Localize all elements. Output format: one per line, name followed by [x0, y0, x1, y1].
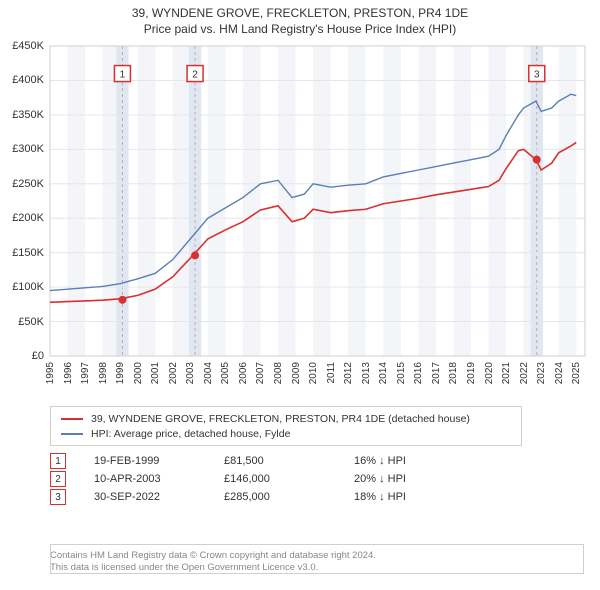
footer-line2: This data is licensed under the Open Gov…: [50, 562, 376, 574]
x-tick-label: 2007: [255, 362, 266, 384]
y-tick-label: £100K: [0, 281, 44, 293]
x-tick-label: 2005: [220, 362, 231, 384]
svg-text:2: 2: [192, 70, 198, 81]
legend: 39, WYNDENE GROVE, FRECKLETON, PRESTON, …: [50, 406, 522, 446]
x-tick-label: 2013: [361, 362, 372, 384]
y-tick-label: £350K: [0, 109, 44, 121]
y-tick-label: £150K: [0, 247, 44, 259]
x-tick-label: 2019: [466, 362, 477, 384]
svg-text:1: 1: [120, 70, 126, 81]
x-tick-label: 2004: [203, 362, 214, 384]
event-row: 2 10-APR-2003 £146,000 20% ↓ HPI: [50, 470, 484, 488]
x-tick-label: 2008: [273, 362, 284, 384]
x-tick-label: 1996: [63, 362, 74, 384]
svg-text:3: 3: [534, 70, 540, 81]
x-tick-label: 2003: [185, 362, 196, 384]
y-tick-label: £50K: [0, 316, 44, 328]
x-tick-label: 2024: [554, 362, 565, 384]
legend-item: 39, WYNDENE GROVE, FRECKLETON, PRESTON, …: [61, 411, 511, 426]
footer-attribution: Contains HM Land Registry data © Crown c…: [50, 550, 376, 575]
legend-item: HPI: Average price, detached house, Fyld…: [61, 426, 511, 441]
x-tick-label: 2000: [133, 362, 144, 384]
chart-title: 39, WYNDENE GROVE, FRECKLETON, PRESTON, …: [0, 0, 600, 37]
x-tick-label: 2011: [326, 362, 337, 384]
y-tick-label: £250K: [0, 178, 44, 190]
y-tick-label: £300K: [0, 143, 44, 155]
x-tick-label: 1995: [45, 362, 56, 384]
y-tick-label: £400K: [0, 74, 44, 86]
footer-line1: Contains HM Land Registry data © Crown c…: [50, 550, 376, 562]
x-tick-label: 2012: [343, 362, 354, 384]
x-tick-label: 2018: [448, 362, 459, 384]
events-table: 1 19-FEB-1999 £81,500 16% ↓ HPI 2 10-APR…: [50, 452, 484, 506]
x-tick-label: 2023: [536, 362, 547, 384]
x-tick-label: 1999: [115, 362, 126, 384]
x-tick-label: 2014: [378, 362, 389, 384]
x-tick-label: 2020: [484, 362, 495, 384]
x-tick-label: 2009: [291, 362, 302, 384]
x-tick-label: 2016: [413, 362, 424, 384]
x-tick-label: 2006: [238, 362, 249, 384]
x-tick-label: 1997: [80, 362, 91, 384]
event-row: 3 30-SEP-2022 £285,000 18% ↓ HPI: [50, 488, 484, 506]
x-tick-label: 1998: [98, 362, 109, 384]
x-tick-label: 2015: [396, 362, 407, 384]
title-line2: Price paid vs. HM Land Registry's House …: [0, 22, 600, 38]
x-tick-label: 2025: [571, 362, 582, 384]
y-tick-label: £0: [0, 350, 44, 362]
x-tick-label: 2022: [519, 362, 530, 384]
event-row: 1 19-FEB-1999 £81,500 16% ↓ HPI: [50, 452, 484, 470]
y-tick-label: £200K: [0, 212, 44, 224]
x-tick-label: 2010: [308, 362, 319, 384]
title-line1: 39, WYNDENE GROVE, FRECKLETON, PRESTON, …: [0, 6, 600, 22]
x-tick-label: 2021: [501, 362, 512, 384]
x-tick-label: 2002: [168, 362, 179, 384]
y-tick-label: £450K: [0, 40, 44, 52]
x-tick-label: 2001: [150, 362, 161, 384]
x-tick-label: 2017: [431, 362, 442, 384]
